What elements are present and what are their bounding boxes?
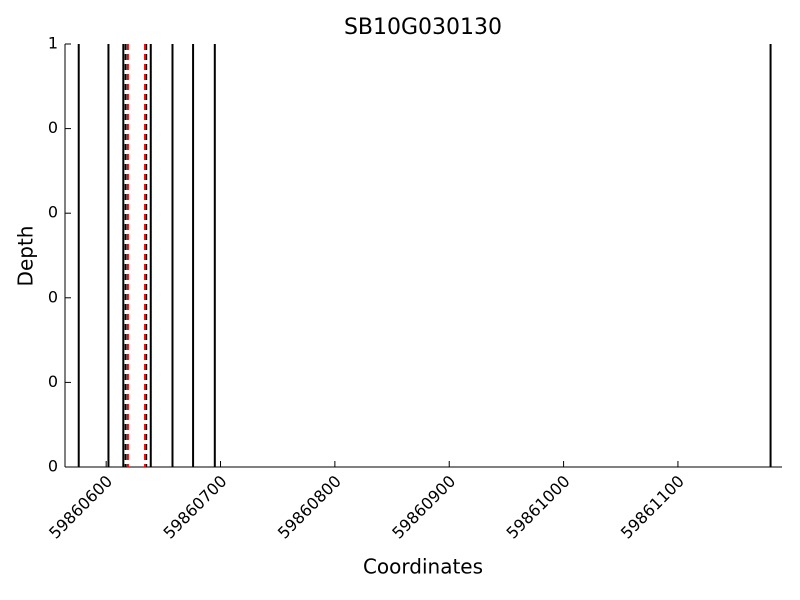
chart-title: SB10G030130 — [344, 15, 502, 40]
x-tick-label: 59861000 — [503, 472, 574, 543]
x-tick-label: 59860700 — [160, 472, 231, 543]
y-tick-label: 0 — [48, 372, 58, 391]
y-tick-label: 0 — [48, 457, 58, 476]
y-tick-label: 0 — [48, 287, 58, 306]
x-tick-label: 59860900 — [388, 472, 459, 543]
x-tick-label: 59860600 — [45, 472, 116, 543]
x-tick-label: 59860800 — [274, 472, 345, 543]
y-axis-label: Depth — [14, 226, 38, 287]
y-tick-label: 0 — [48, 118, 58, 137]
y-tick-label: 1 — [48, 34, 58, 53]
x-tick-label: 59861100 — [617, 472, 688, 543]
y-tick-label: 0 — [48, 203, 58, 222]
x-axis-label: Coordinates — [363, 555, 483, 579]
